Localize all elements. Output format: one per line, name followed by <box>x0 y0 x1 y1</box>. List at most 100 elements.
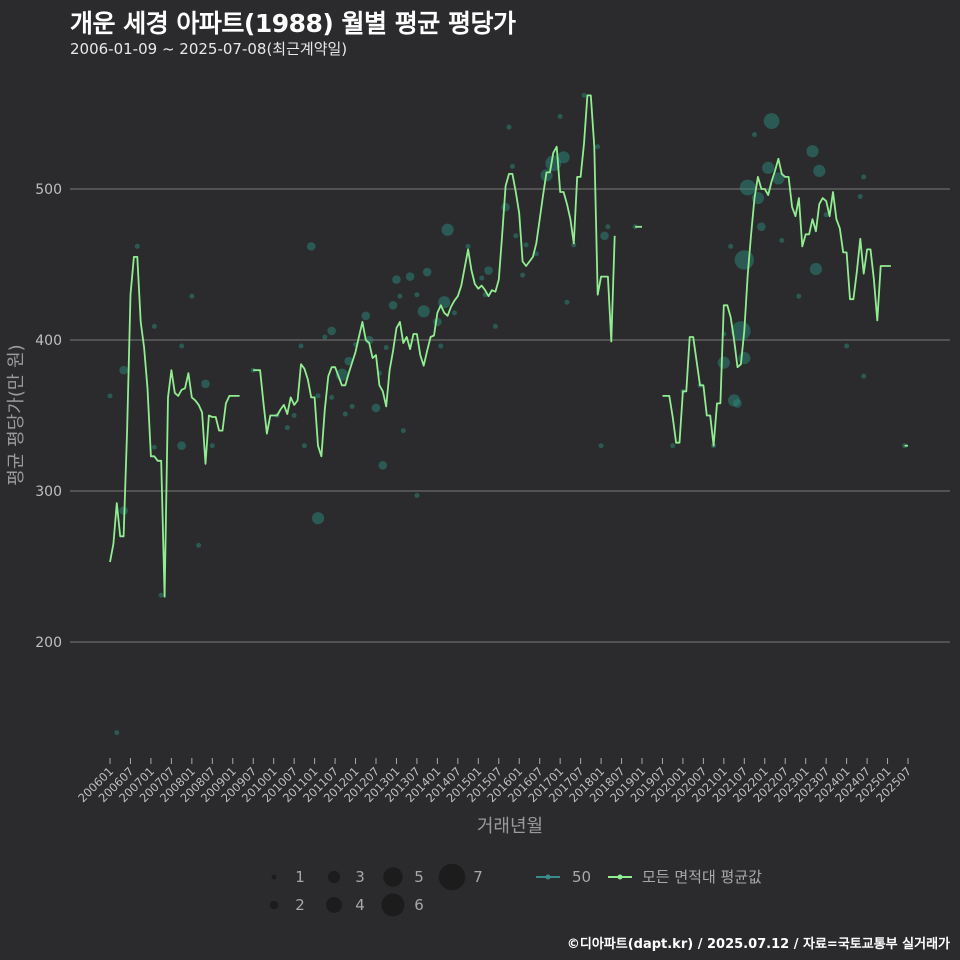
bubble-point <box>158 592 164 598</box>
bubble-point <box>189 293 195 299</box>
bubble-point <box>763 113 780 129</box>
chart-subtitle: 2006-01-09 ~ 2025-07-08(최근계약일) <box>70 40 348 58</box>
bubble-point <box>581 92 587 98</box>
bubble-point <box>605 224 611 230</box>
average-price-line <box>662 157 891 447</box>
bubble-point <box>717 356 730 369</box>
bubble-point <box>523 242 529 248</box>
legend-size-label: 5 <box>414 868 424 886</box>
bubble-point <box>600 231 609 241</box>
bubble-point <box>405 272 415 281</box>
bubble-point <box>857 194 863 200</box>
bubble-point <box>134 243 140 249</box>
bubble-point <box>501 202 510 212</box>
average-price-line <box>109 255 240 598</box>
legend-size-label: 4 <box>355 896 365 914</box>
bubble-point <box>179 343 185 349</box>
legend-line-marker <box>617 874 623 880</box>
legend-size-circle <box>326 897 342 913</box>
bubble-point <box>438 343 444 349</box>
bubble-point <box>823 212 829 218</box>
bubble-point <box>414 493 420 499</box>
bubble-point <box>388 300 398 310</box>
bubble-point <box>441 223 454 236</box>
bubble-point <box>151 323 157 329</box>
bubble-point <box>322 334 328 340</box>
bubble-point <box>378 461 388 470</box>
bubble-point <box>861 373 867 379</box>
bubble-point <box>465 243 471 249</box>
bubble-point <box>311 512 325 525</box>
bubble-point <box>533 251 539 257</box>
bubble-point <box>298 343 304 349</box>
bubble-point <box>479 275 485 281</box>
bubble-point <box>349 403 355 409</box>
bubble-point <box>119 365 128 375</box>
bubble-point <box>301 443 307 449</box>
legend-size-circle <box>383 867 403 887</box>
bubble-point <box>361 311 371 321</box>
bubble-point <box>114 730 120 736</box>
y-tick-label: 300 <box>35 484 62 500</box>
bubble-point <box>342 411 348 417</box>
legend: 1 2 3 4 5 6 7 50 모든 면적대 평균값 <box>269 863 762 917</box>
bubble-point <box>492 323 498 329</box>
bubble-point <box>397 293 403 299</box>
footer-credit: ©디아파트(dapt.kr) / 2025.07.12 / 자료=국토교통부 실… <box>566 937 950 952</box>
bubble-point <box>796 293 802 299</box>
y-tick-label: 200 <box>35 635 62 651</box>
bubble-point <box>813 164 826 177</box>
bubble-point <box>595 144 601 150</box>
bubble-point <box>731 321 751 341</box>
bubble-point <box>564 299 570 305</box>
legend-size-circle <box>438 863 466 891</box>
bubble-point <box>632 224 638 230</box>
bubble-point <box>779 237 785 243</box>
legend-size-circle <box>271 874 277 880</box>
legend-size-label: 2 <box>295 896 305 914</box>
legend-size-label: 1 <box>295 868 305 886</box>
y-tick-label: 500 <box>35 182 62 198</box>
bubble-point <box>733 399 742 408</box>
bubble-point <box>422 267 432 277</box>
bubble-point <box>734 250 755 270</box>
bubble-point <box>571 242 577 248</box>
bubble-point <box>484 266 493 275</box>
bubble-layer <box>107 92 908 736</box>
bubble-point <box>902 443 908 449</box>
bubble-point <box>757 222 766 232</box>
y-axis-label: 평균 평당가(만 원) <box>6 344 27 485</box>
bubble-point <box>670 443 676 449</box>
legend-series-50: 50 <box>572 868 591 886</box>
bubble-point <box>414 292 420 298</box>
bubble-point <box>728 243 734 249</box>
bubble-point <box>513 233 519 239</box>
bubble-point <box>738 352 751 365</box>
bubble-point <box>598 443 604 449</box>
bubble-point <box>371 403 381 413</box>
bubble-point <box>506 124 512 130</box>
bubble-point <box>201 379 210 389</box>
legend-size-label: 3 <box>355 868 365 886</box>
chart-title: 개운 세경 아파트(1988) 월별 평균 평당가 <box>70 9 516 38</box>
bubble-point <box>392 275 401 284</box>
line-layer <box>109 94 908 598</box>
bubble-point <box>809 262 823 276</box>
legend-series-average: 모든 면적대 평균값 <box>642 868 762 886</box>
bubble-point <box>557 114 563 120</box>
legend-bubble-marker <box>545 874 551 880</box>
bubble-point <box>209 443 215 449</box>
bubble-point <box>284 425 290 431</box>
average-price-line <box>253 94 616 458</box>
bubble-point <box>177 441 186 451</box>
legend-size-label: 7 <box>473 868 483 886</box>
bubble-point <box>344 356 354 366</box>
bubble-point <box>107 393 113 399</box>
x-axis-label: 거래년월 <box>477 816 543 837</box>
legend-size-circle <box>327 870 341 884</box>
bubble-point <box>806 145 819 158</box>
legend-size-label: 6 <box>414 896 424 914</box>
bubble-point <box>861 174 867 180</box>
legend-size-circle <box>269 900 279 910</box>
